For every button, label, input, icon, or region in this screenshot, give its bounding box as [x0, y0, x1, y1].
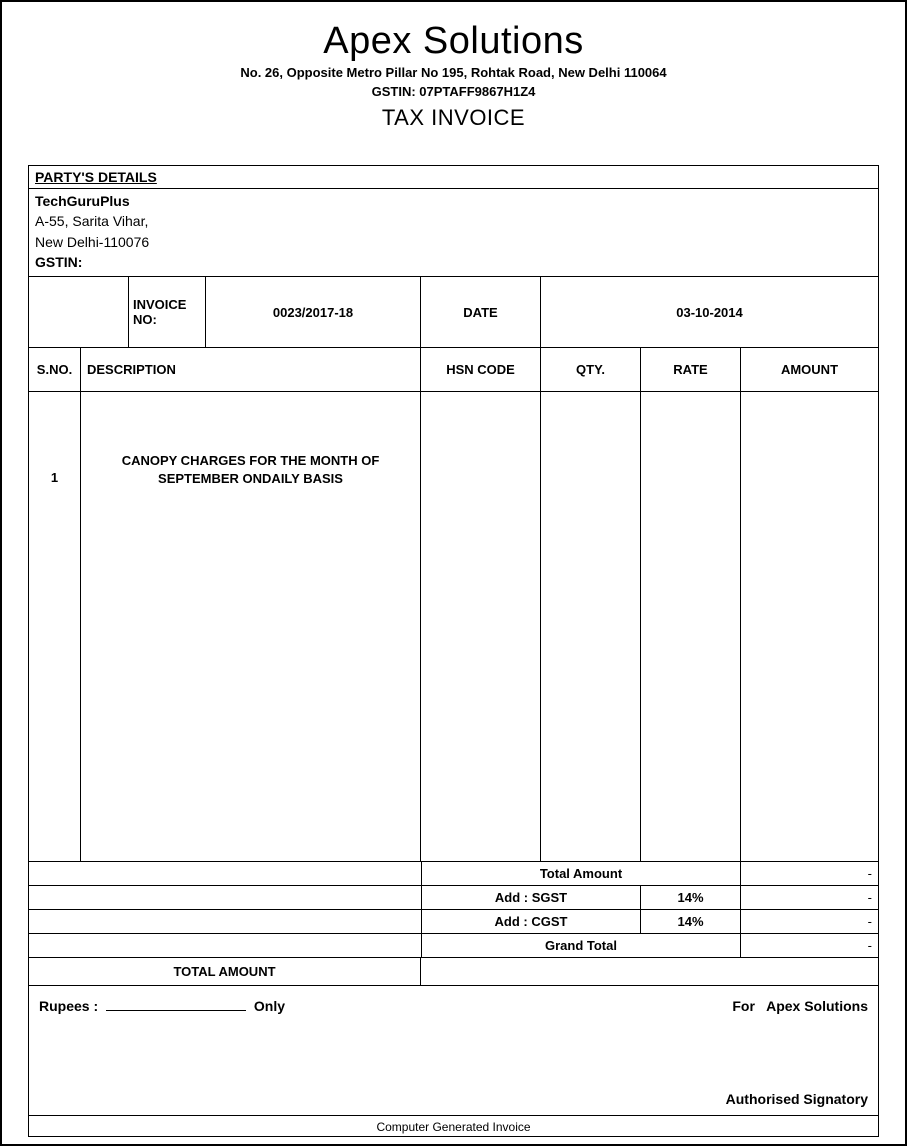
totals-row-amount: Total Amount -: [29, 862, 878, 886]
col-header-sno: S.NO.: [29, 348, 81, 391]
col-header-desc: DESCRIPTION: [81, 348, 421, 391]
total-amount-caps-fill: [421, 958, 878, 985]
total-amount-value: -: [741, 862, 878, 885]
total-amount-caps-row: TOTAL AMOUNT: [29, 958, 878, 986]
total-amount-caps-label: TOTAL AMOUNT: [29, 958, 421, 985]
for-company: Apex Solutions: [766, 998, 868, 1014]
invoice-content: PARTY'S DETAILS TechGuruPlus A-55, Sarit…: [28, 165, 879, 1137]
invoice-page: Apex Solutions No. 26, Opposite Metro Pi…: [0, 0, 907, 1146]
sgst-label: Add : SGST: [421, 886, 641, 909]
cgst-value: -: [741, 910, 878, 933]
item-description: CANOPY CHARGES FOR THE MONTH OF SEPTEMBE…: [81, 392, 421, 861]
totals-blank: [29, 934, 421, 957]
totals-row-sgst: Add : SGST 14% -: [29, 886, 878, 910]
invoice-meta-row: INVOICE NO: 0023/2017-18 DATE 03-10-2014: [29, 277, 878, 348]
footer-note: Computer Generated Invoice: [29, 1116, 878, 1136]
item-qty: [541, 392, 641, 861]
totals-blank: [29, 910, 421, 933]
totals-blank: [29, 862, 421, 885]
total-amount-label: Total Amount: [421, 862, 741, 885]
invoice-no-label: INVOICE NO:: [129, 277, 206, 347]
col-header-amount: AMOUNT: [741, 348, 878, 391]
invoice-meta-blank: [29, 277, 129, 347]
invoice-date-label: DATE: [421, 277, 541, 347]
party-gstin-label: GSTIN:: [35, 252, 872, 272]
col-header-qty: QTY.: [541, 348, 641, 391]
grand-total-label: Grand Total: [421, 934, 741, 957]
rupees-blank-line: [106, 1010, 246, 1011]
amount-in-words: Rupees : Only: [29, 986, 648, 1115]
authorised-signatory: Authorised Signatory: [658, 1091, 868, 1107]
sgst-rate: 14%: [641, 886, 741, 909]
cgst-rate: 14%: [641, 910, 741, 933]
invoice-header: Apex Solutions No. 26, Opposite Metro Pi…: [28, 20, 879, 131]
totals-row-cgst: Add : CGST 14% -: [29, 910, 878, 934]
item-hsn: [421, 392, 541, 861]
company-address: No. 26, Opposite Metro Pillar No 195, Ro…: [28, 65, 879, 80]
for-company-line: For Apex Solutions: [658, 998, 868, 1014]
items-header-row: S.NO. DESCRIPTION HSN CODE QTY. RATE AMO…: [29, 348, 878, 392]
party-details: TechGuruPlus A-55, Sarita Vihar, New Del…: [29, 189, 878, 277]
for-label: For: [732, 998, 755, 1014]
signatory-box: For Apex Solutions Authorised Signatory: [648, 986, 878, 1115]
item-sno: 1: [29, 392, 81, 861]
item-amount: [741, 392, 878, 861]
document-title: TAX INVOICE: [28, 105, 879, 131]
col-header-rate: RATE: [641, 348, 741, 391]
cgst-label: Add : CGST: [421, 910, 641, 933]
party-name: TechGuruPlus: [35, 191, 872, 211]
rupees-suffix: Only: [254, 998, 285, 1014]
items-body: 1 CANOPY CHARGES FOR THE MONTH OF SEPTEM…: [29, 392, 878, 862]
party-address-line1: A-55, Sarita Vihar,: [35, 211, 872, 231]
party-section-label: PARTY'S DETAILS: [29, 166, 878, 189]
rupees-prefix: Rupees :: [39, 998, 98, 1014]
totals-row-grand: Grand Total -: [29, 934, 878, 958]
party-address-line2: New Delhi-110076: [35, 232, 872, 252]
company-gstin: GSTIN: 07PTAFF9867H1Z4: [28, 84, 879, 99]
item-rate: [641, 392, 741, 861]
col-header-hsn: HSN CODE: [421, 348, 541, 391]
invoice-no-value: 0023/2017-18: [206, 277, 421, 347]
grand-total-value: -: [741, 934, 878, 957]
signature-block: Rupees : Only For Apex Solutions Authori…: [29, 986, 878, 1116]
invoice-date-value: 03-10-2014: [541, 277, 878, 347]
sgst-value: -: [741, 886, 878, 909]
company-name: Apex Solutions: [28, 20, 879, 63]
totals-blank: [29, 886, 421, 909]
